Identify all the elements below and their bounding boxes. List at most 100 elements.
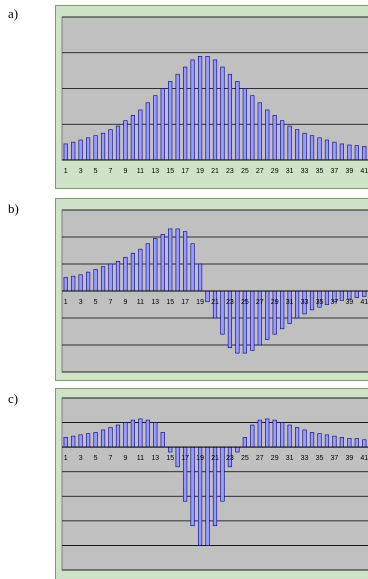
x-tick-label: 15 <box>166 455 174 462</box>
bar <box>317 433 322 448</box>
x-tick-label: 21 <box>211 299 219 306</box>
bar <box>78 274 83 292</box>
bar <box>100 429 106 448</box>
bar <box>145 243 150 292</box>
bar <box>242 88 247 161</box>
bar <box>287 125 292 161</box>
bar <box>123 422 128 448</box>
bar <box>265 418 270 448</box>
bar <box>235 446 240 453</box>
x-tick-label: 33 <box>301 168 309 175</box>
x-tick-label: 7 <box>109 299 113 306</box>
bar <box>295 290 300 319</box>
bar <box>257 419 262 448</box>
bar <box>175 228 180 292</box>
bar <box>295 129 300 161</box>
bar <box>71 141 76 161</box>
bar <box>309 432 315 448</box>
x-tick-label: 1 <box>64 455 68 462</box>
bar <box>183 66 188 161</box>
bar <box>100 132 106 161</box>
bar <box>362 290 367 297</box>
x-tick-label: 27 <box>256 168 264 175</box>
bar <box>302 429 307 448</box>
x-tick-label: 41 <box>360 455 368 462</box>
bar <box>317 137 322 161</box>
panel-label: c) <box>8 391 18 406</box>
x-tick-label: 31 <box>286 168 294 175</box>
x-tick-label: 17 <box>181 455 189 462</box>
bar <box>115 125 121 161</box>
bar <box>354 438 359 448</box>
bar <box>339 437 344 448</box>
x-tick-label: 17 <box>181 168 189 175</box>
bar <box>63 277 68 292</box>
bar <box>324 139 330 161</box>
x-tick-label: 35 <box>316 455 324 462</box>
x-tick-label: 9 <box>123 455 127 462</box>
x-tick-label: 27 <box>256 455 264 462</box>
bar <box>108 263 113 292</box>
bar <box>63 437 68 448</box>
bar <box>339 290 344 301</box>
bar <box>138 418 143 448</box>
x-tick-label: 41 <box>360 299 368 306</box>
bar <box>212 59 218 161</box>
bar <box>235 290 240 354</box>
bar <box>115 424 121 448</box>
x-tick-label: 19 <box>196 168 204 175</box>
x-tick-label: 15 <box>166 168 174 175</box>
x-tick-label: 19 <box>196 299 204 306</box>
x-tick-label: 35 <box>316 299 324 306</box>
bar <box>93 135 98 161</box>
bar <box>362 146 367 161</box>
bar <box>175 73 180 161</box>
x-tick-label: 25 <box>241 299 249 306</box>
bar <box>205 290 210 303</box>
x-tick-label: 17 <box>181 299 189 306</box>
bar <box>272 419 277 448</box>
bar <box>71 435 76 448</box>
x-tick-label: 23 <box>226 455 234 462</box>
bar <box>250 95 255 161</box>
x-tick-label: 3 <box>79 299 83 306</box>
bar <box>100 266 106 292</box>
x-tick-label: 41 <box>360 168 368 175</box>
bar <box>138 109 143 161</box>
bar <box>190 59 195 161</box>
bar <box>205 446 210 546</box>
bar <box>265 109 270 161</box>
bar <box>145 419 150 448</box>
bar <box>115 260 121 292</box>
bar <box>354 145 359 161</box>
x-tick-label: 33 <box>301 299 309 306</box>
bar <box>153 95 158 161</box>
x-tick-label: 27 <box>256 299 264 306</box>
x-tick-label: 1 <box>64 168 68 175</box>
bar <box>190 243 195 292</box>
bar <box>123 256 128 292</box>
bar <box>347 438 352 448</box>
bar <box>93 269 98 292</box>
bar <box>63 143 68 161</box>
bar <box>272 290 277 335</box>
bar <box>295 427 300 448</box>
bar <box>160 88 165 161</box>
x-tick-label: 39 <box>345 168 353 175</box>
bar <box>123 120 128 161</box>
x-tick-label: 37 <box>331 168 339 175</box>
x-tick-label: 19 <box>196 455 204 462</box>
bar <box>197 56 203 161</box>
x-tick-label: 3 <box>79 168 83 175</box>
bar <box>78 139 83 161</box>
x-tick-label: 29 <box>271 168 279 175</box>
bar <box>183 231 188 292</box>
bar <box>168 228 173 292</box>
panel-label: a) <box>8 6 18 21</box>
bar <box>130 419 135 448</box>
bar <box>324 434 330 448</box>
bar <box>130 115 135 161</box>
bar <box>130 252 135 292</box>
bar <box>220 66 225 161</box>
x-tick-label: 11 <box>137 168 144 175</box>
